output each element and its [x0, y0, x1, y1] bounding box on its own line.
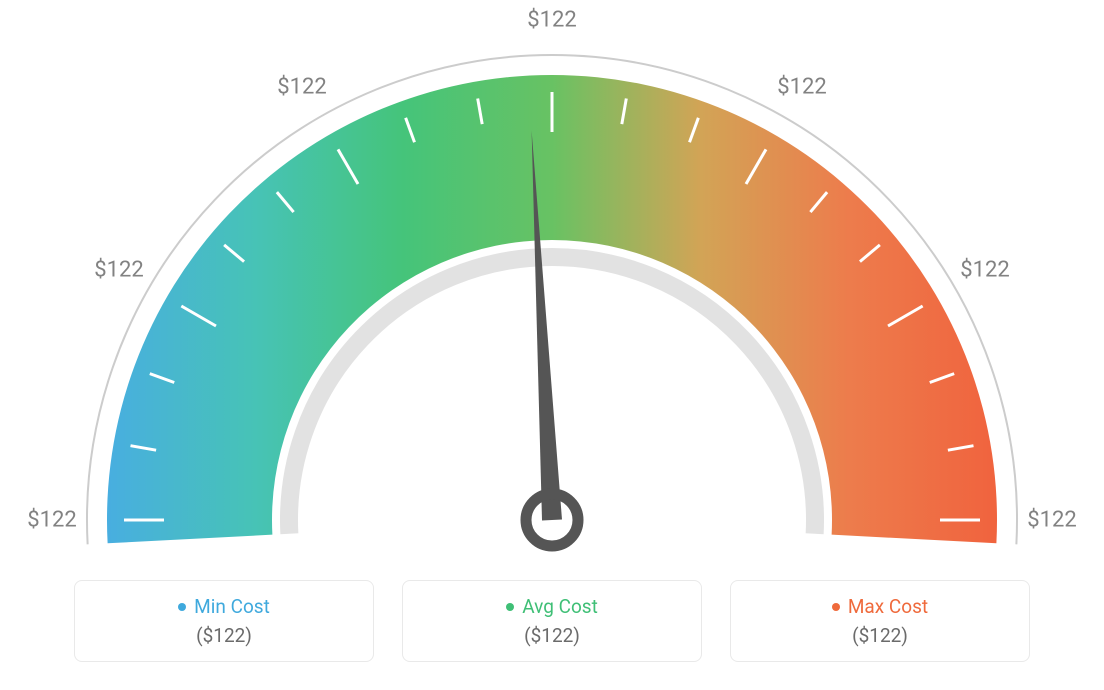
- legend-card-min: Min Cost ($122): [74, 580, 374, 662]
- gauge-tick-label: $122: [777, 74, 826, 99]
- legend-avg-value: ($122): [524, 624, 580, 647]
- legend-min-top: Min Cost: [178, 595, 270, 618]
- legend-avg-label: Avg Cost: [522, 595, 598, 618]
- legend-dot-max: [832, 603, 840, 611]
- legend-min-label: Min Cost: [194, 595, 270, 618]
- legend-min-value: ($122): [196, 624, 252, 647]
- legend-row: Min Cost ($122) Avg Cost ($122) Max Cost…: [0, 580, 1104, 662]
- gauge-tick-label: $122: [277, 74, 326, 99]
- gauge-chart: $122 $122 $122 $122 $122 $122 $122: [0, 0, 1104, 560]
- legend-max-label: Max Cost: [848, 595, 928, 618]
- legend-dot-avg: [506, 603, 514, 611]
- gauge-tick-label: $122: [960, 258, 1009, 283]
- gauge-svg: [0, 0, 1104, 560]
- gauge-tick-label: $122: [527, 8, 576, 33]
- legend-card-avg: Avg Cost ($122): [402, 580, 702, 662]
- legend-max-value: ($122): [852, 624, 908, 647]
- legend-max-top: Max Cost: [832, 595, 928, 618]
- legend-dot-min: [178, 603, 186, 611]
- gauge-tick-label: $122: [94, 258, 143, 283]
- legend-card-max: Max Cost ($122): [730, 580, 1030, 662]
- gauge-tick-label: $122: [27, 508, 76, 533]
- gauge-tick-label: $122: [1027, 508, 1076, 533]
- legend-avg-top: Avg Cost: [506, 595, 598, 618]
